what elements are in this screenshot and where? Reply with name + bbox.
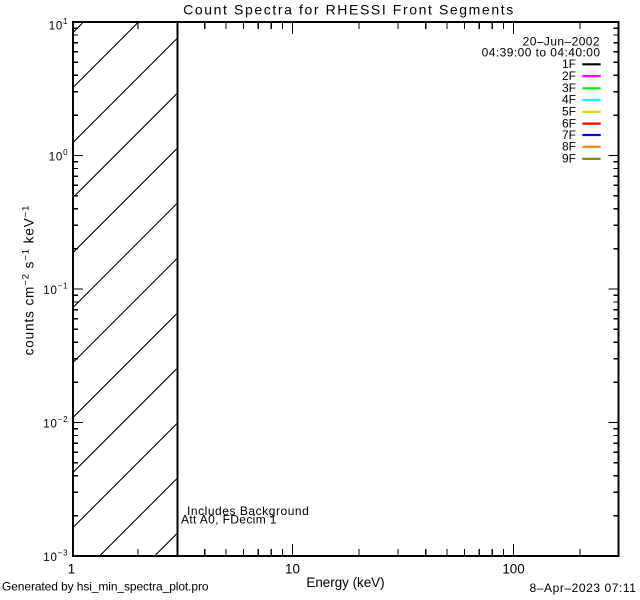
svg-text:10: 10 xyxy=(285,562,300,577)
svg-text:9F: 9F xyxy=(562,152,576,166)
svg-text:100: 100 xyxy=(502,562,524,577)
svg-text:6F: 6F xyxy=(562,116,576,130)
svg-text:Att A0, FDecim 1: Att A0, FDecim 1 xyxy=(181,513,277,527)
svg-text:Energy (keV): Energy (keV) xyxy=(306,575,384,590)
svg-text:counts cm−2 s−1 keV−1: counts cm−2 s−1 keV−1 xyxy=(21,205,37,356)
svg-text:100: 100 xyxy=(49,148,69,163)
svg-text:04:39:00 to 04:40:00: 04:39:00 to 04:40:00 xyxy=(482,46,601,60)
svg-text:Count Spectra for RHESSI Front: Count Spectra for RHESSI Front Segments xyxy=(183,2,515,18)
svg-text:20–Jun–2002: 20–Jun–2002 xyxy=(523,35,600,49)
svg-text:7F: 7F xyxy=(562,128,576,142)
svg-text:1: 1 xyxy=(68,562,75,577)
svg-text:Generated by hsi_min_spectra_p: Generated by hsi_min_spectra_plot.pro xyxy=(2,580,209,594)
svg-text:4F: 4F xyxy=(562,93,576,107)
svg-text:8F: 8F xyxy=(562,140,576,154)
svg-text:3F: 3F xyxy=(562,81,576,95)
svg-text:5F: 5F xyxy=(562,105,576,119)
svg-text:2F: 2F xyxy=(562,69,576,83)
svg-text:101: 101 xyxy=(49,17,69,32)
svg-text:Includes Background: Includes Background xyxy=(187,504,309,518)
svg-text:1F: 1F xyxy=(562,57,576,71)
svg-text:8–Apr–2023 07:11: 8–Apr–2023 07:11 xyxy=(530,581,637,595)
